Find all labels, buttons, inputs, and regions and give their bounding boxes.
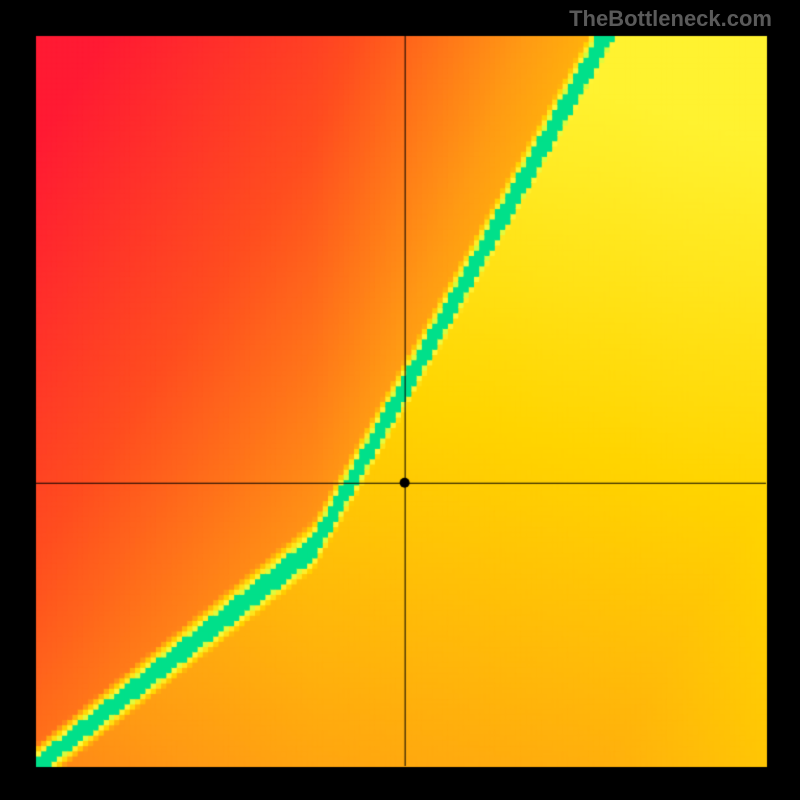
chart-container: TheBottleneck.com — [0, 0, 800, 800]
bottleneck-heatmap — [0, 0, 800, 800]
watermark-text: TheBottleneck.com — [569, 6, 772, 32]
